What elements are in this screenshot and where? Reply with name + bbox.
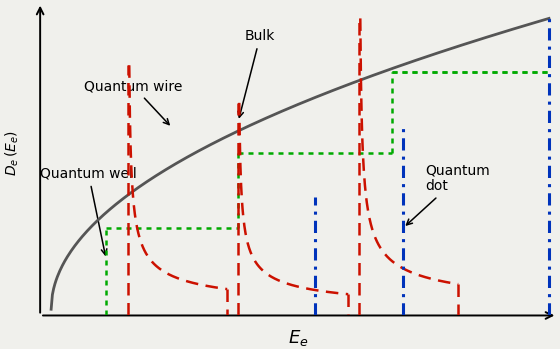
Text: Bulk: Bulk — [238, 29, 276, 117]
Text: $E_e$: $E_e$ — [288, 328, 309, 348]
Text: Quantum
dot: Quantum dot — [407, 163, 490, 225]
Text: Quantum well: Quantum well — [40, 167, 137, 255]
Text: Quantum wire: Quantum wire — [84, 79, 183, 125]
Text: $D_e\,(E_e)$: $D_e\,(E_e)$ — [4, 130, 21, 176]
